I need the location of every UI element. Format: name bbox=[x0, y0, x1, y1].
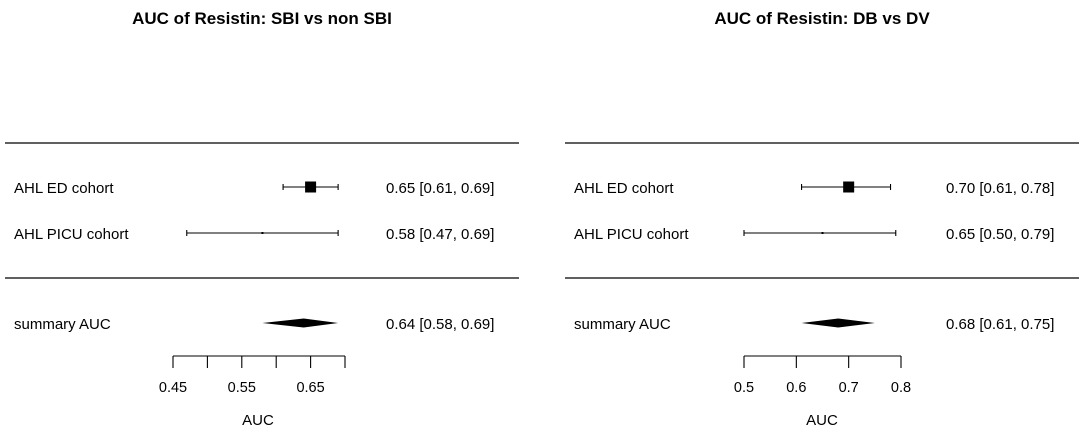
ci-text: 0.65 [0.61, 0.69] bbox=[386, 180, 494, 197]
x-axis: 0.5 0.6 0.7 0.8 bbox=[734, 355, 911, 396]
summary-diamond bbox=[262, 318, 339, 328]
summary-label: summary AUC bbox=[14, 316, 111, 333]
forest-panel-db-dv: AUC of Resistin: DB vs DV AHL ED cohort … bbox=[565, 9, 1079, 429]
summary-ci-text: 0.68 [0.61, 0.75] bbox=[946, 316, 1054, 333]
ci-text: 0.58 [0.47, 0.69] bbox=[386, 226, 494, 243]
forest-panel-sbi: AUC of Resistin: SBI vs non SBI AHL ED c… bbox=[5, 9, 519, 429]
x-axis: 0.45 0.55 0.65 bbox=[159, 355, 346, 396]
point-estimate-box bbox=[821, 232, 824, 234]
x-axis-label: AUC bbox=[806, 412, 838, 429]
chart-title: AUC of Resistin: SBI vs non SBI bbox=[132, 9, 392, 28]
x-axis-label: AUC bbox=[242, 412, 274, 429]
x-tick-label: 0.6 bbox=[786, 380, 806, 396]
study-label: AHL ED cohort bbox=[574, 180, 674, 197]
forest-marks bbox=[743, 181, 897, 328]
forest-marks bbox=[186, 181, 339, 328]
point-estimate-box bbox=[261, 232, 264, 234]
x-tick-label: 0.45 bbox=[159, 380, 187, 396]
point-estimate-box bbox=[843, 181, 855, 193]
ci-text: 0.65 [0.50, 0.79] bbox=[946, 226, 1054, 243]
chart-title: AUC of Resistin: DB vs DV bbox=[714, 9, 930, 28]
x-tick-label: 0.65 bbox=[296, 380, 324, 396]
summary-ci-text: 0.64 [0.58, 0.69] bbox=[386, 316, 494, 333]
x-tick-label: 0.5 bbox=[734, 380, 754, 396]
ci-text: 0.70 [0.61, 0.78] bbox=[946, 180, 1054, 197]
study-label: AHL ED cohort bbox=[14, 180, 114, 197]
study-label: AHL PICU cohort bbox=[574, 226, 689, 243]
x-tick-label: 0.7 bbox=[839, 380, 859, 396]
x-tick-label: 0.8 bbox=[891, 380, 911, 396]
point-estimate-box bbox=[305, 181, 317, 193]
x-tick-label: 0.55 bbox=[228, 380, 256, 396]
summary-diamond bbox=[801, 318, 875, 328]
study-label: AHL PICU cohort bbox=[14, 226, 129, 243]
summary-label: summary AUC bbox=[574, 316, 671, 333]
